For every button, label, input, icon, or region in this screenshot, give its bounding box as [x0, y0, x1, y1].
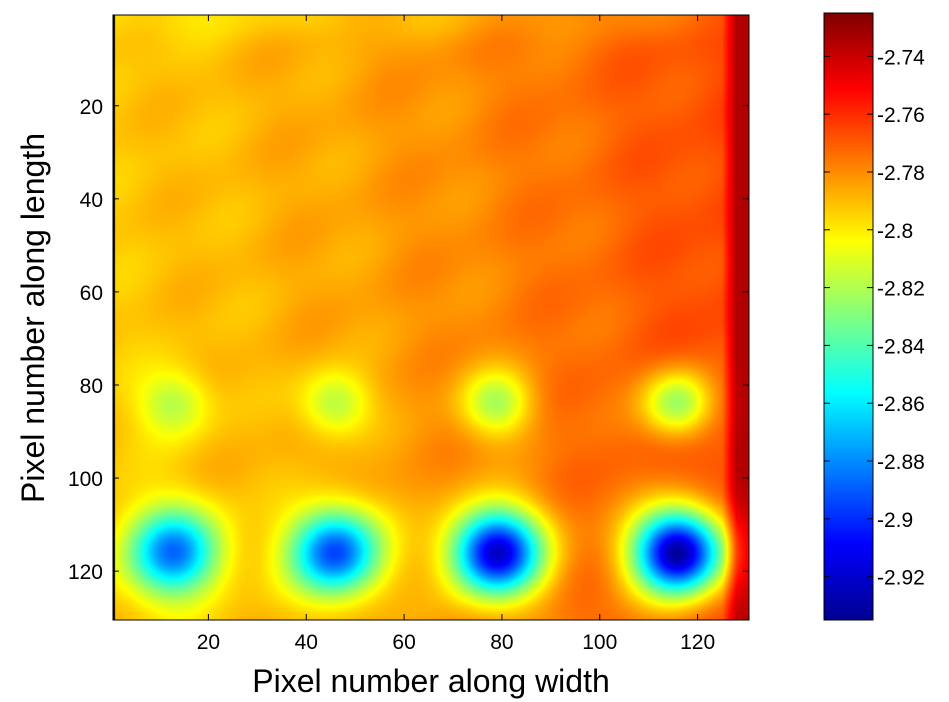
x-tick-label: 100 — [582, 631, 617, 654]
colorbar-tick-label: -2.9 — [877, 509, 913, 532]
plot-area — [112, 14, 750, 621]
x-axis-label: Pixel number along width — [252, 663, 610, 699]
x-tick-label: 80 — [490, 631, 513, 654]
y-tick-label: 80 — [80, 375, 103, 398]
colorbar-tick-label: -2.84 — [877, 335, 925, 358]
y-tick-label: 120 — [68, 561, 103, 584]
colorbar-tick-label: -2.8 — [877, 220, 913, 243]
y-tick-label: 60 — [80, 282, 103, 305]
y-tick-label: 20 — [80, 96, 103, 119]
y-axis: 20 40 60 80 100 120 — [68, 96, 749, 584]
y-tick-label: 40 — [80, 189, 103, 212]
x-axis: 20 40 60 80 100 120 — [197, 15, 715, 654]
plot-frame — [112, 14, 750, 621]
x-tick-label: 20 — [197, 631, 220, 654]
x-tick-label: 120 — [680, 631, 715, 654]
colorbar-tick-label: -2.82 — [877, 278, 925, 301]
x-tick-label: 60 — [392, 631, 415, 654]
x-tick-label: 40 — [295, 631, 318, 654]
colorbar-ticks: -2.74 -2.76 -2.78 -2.8 -2.82 -2.84 -2.86 -2.88 -… — [824, 46, 925, 590]
colorbar-tick-label: -2.88 — [877, 451, 925, 474]
colorbar: -2.74 -2.76 -2.78 -2.8 -2.82 -2.84 -2.86 -2.88 -… — [823, 12, 925, 621]
y-tick-label: 100 — [68, 468, 103, 491]
colorbar-tick-label: -2.76 — [877, 104, 925, 127]
colorbar-tick-label: -2.74 — [877, 46, 925, 69]
colorbar-tick-label: -2.92 — [877, 567, 925, 590]
colorbar-bar — [823, 12, 874, 621]
colorbar-tick-label: -2.86 — [877, 393, 925, 416]
y-axis-label: Pixel number along length — [15, 133, 51, 503]
colorbar-tick-label: -2.78 — [877, 162, 925, 185]
heatmap-image — [113, 15, 749, 620]
